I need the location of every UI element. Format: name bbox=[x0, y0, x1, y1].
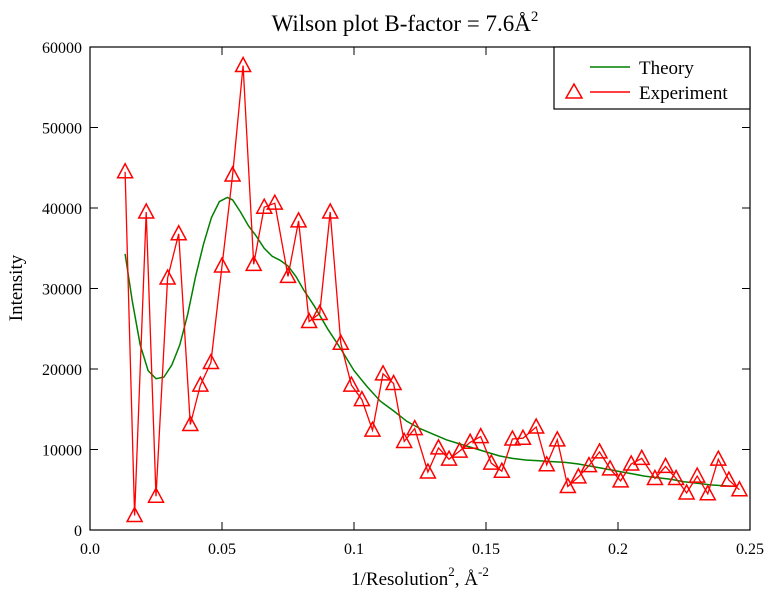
theory-series bbox=[124, 196, 737, 488]
x-tick-label: 0.0 bbox=[80, 541, 100, 558]
legend: Theory Experiment bbox=[553, 46, 751, 110]
experiment-point bbox=[363, 420, 382, 437]
experiment-point bbox=[601, 459, 619, 476]
y-axis-label: Intensity bbox=[6, 254, 27, 321]
experiment-point bbox=[419, 462, 437, 479]
y-tick-label: 50000 bbox=[42, 121, 82, 138]
experiment-point bbox=[321, 202, 339, 219]
experiment-point bbox=[537, 455, 556, 472]
experiment-point bbox=[169, 224, 188, 241]
experiment-point bbox=[310, 303, 329, 321]
y-tick-label: 20000 bbox=[42, 362, 82, 379]
experiment-point bbox=[590, 442, 609, 459]
x-axis-label: 1/Resolution2, Å-2 bbox=[351, 564, 489, 590]
experiment-point bbox=[688, 466, 706, 483]
experiment-point bbox=[234, 55, 252, 73]
experiment-point bbox=[493, 461, 511, 478]
y-tick-label: 30000 bbox=[42, 282, 82, 299]
experiment-point bbox=[116, 162, 134, 179]
experiment-point bbox=[332, 333, 350, 350]
experiment-point bbox=[289, 211, 308, 228]
experiment-point bbox=[429, 438, 448, 455]
experiment-point bbox=[527, 417, 545, 434]
experiment-point bbox=[548, 430, 567, 447]
experiment-series bbox=[116, 55, 749, 523]
experiment-point bbox=[353, 390, 371, 407]
experiment-point bbox=[667, 468, 685, 486]
experiment-point bbox=[730, 480, 749, 497]
experiment-point bbox=[137, 202, 155, 219]
experiment-point bbox=[611, 471, 630, 488]
experiment-point bbox=[656, 456, 675, 474]
legend-experiment-label: Experiment bbox=[639, 83, 728, 104]
experiment-point bbox=[300, 311, 318, 329]
experiment-point bbox=[223, 165, 242, 182]
experiment-point bbox=[405, 418, 424, 436]
axis-ticks: 0.0 0.05 0.1 0.15 0.2 0.25 0 10000 20000 30000 400… bbox=[42, 40, 764, 558]
legend-experiment-marker bbox=[564, 82, 584, 99]
y-tick-label: 10000 bbox=[42, 443, 82, 460]
legend-box bbox=[553, 46, 751, 110]
experiment-point bbox=[646, 468, 664, 486]
experiment-point bbox=[699, 484, 717, 501]
experiment-point bbox=[569, 467, 588, 484]
experiment-point bbox=[450, 441, 469, 458]
legend-theory-label: Theory bbox=[639, 58, 694, 79]
experiment-point bbox=[482, 453, 501, 470]
experiment-point bbox=[342, 375, 361, 392]
experiment-point bbox=[677, 483, 696, 500]
experiment-point bbox=[709, 449, 728, 466]
experiment-point bbox=[633, 448, 651, 466]
experiment-point bbox=[395, 431, 413, 449]
theory-line bbox=[124, 196, 737, 488]
experiment-point bbox=[720, 470, 738, 487]
y-tick-label: 0 bbox=[74, 523, 82, 540]
experiment-point bbox=[158, 268, 177, 285]
x-tick-label: 0.25 bbox=[736, 541, 764, 558]
experiment-point bbox=[559, 476, 577, 494]
experiment-point bbox=[279, 266, 297, 284]
experiment-point bbox=[384, 373, 403, 391]
experiment-point bbox=[255, 197, 273, 214]
experiment-point bbox=[471, 427, 490, 444]
experiment-point bbox=[191, 375, 210, 392]
experiment-point bbox=[440, 449, 458, 466]
experiment-point bbox=[213, 256, 231, 273]
chart-title: Wilson plot B-factor = 7.6Å2 bbox=[272, 9, 539, 36]
experiment-point bbox=[202, 352, 220, 370]
experiment-point bbox=[244, 254, 263, 272]
x-tick-label: 0.15 bbox=[472, 541, 500, 558]
experiment-point bbox=[580, 456, 598, 473]
experiment-point bbox=[147, 486, 165, 503]
experiment-point bbox=[266, 193, 284, 210]
y-tick-label: 60000 bbox=[42, 40, 82, 57]
experiment-point bbox=[374, 364, 392, 381]
experiment-point bbox=[503, 429, 522, 446]
experiment-point bbox=[125, 505, 144, 523]
experiment-point bbox=[514, 428, 532, 445]
experiment-point bbox=[181, 414, 200, 432]
x-tick-label: 0.1 bbox=[344, 541, 364, 558]
y-tick-label: 40000 bbox=[42, 201, 82, 218]
x-tick-label: 0.05 bbox=[208, 541, 236, 558]
x-tick-label: 0.2 bbox=[608, 541, 628, 558]
